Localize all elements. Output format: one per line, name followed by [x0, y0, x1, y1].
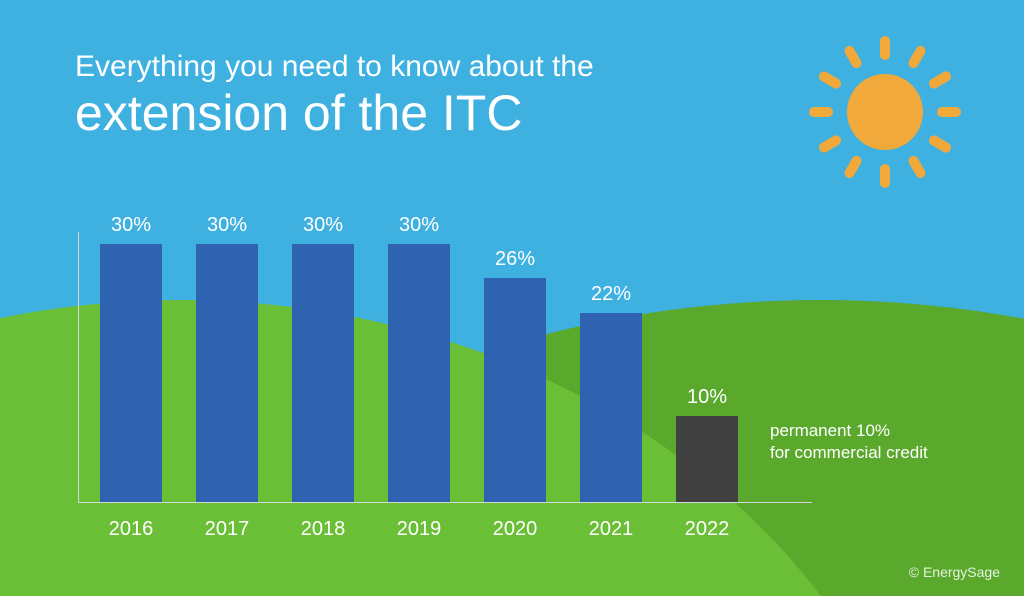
infographic-canvas: Everything you need to know about the ex…: [0, 0, 1024, 596]
chart-y-axis: [78, 232, 79, 502]
sun-ray: [937, 107, 961, 117]
bar-2018: [292, 244, 354, 502]
x-axis-label: 2022: [659, 518, 755, 541]
note-line-2: for commercial credit: [770, 442, 928, 464]
bar-value-label: 30%: [371, 214, 467, 237]
attribution: © EnergySage: [909, 564, 1000, 580]
bar-value-label: 30%: [179, 214, 275, 237]
sun-ray: [843, 155, 864, 181]
bar-value-label: 30%: [275, 214, 371, 237]
bar-2022: [676, 416, 738, 502]
bar-2020: [484, 278, 546, 502]
sun-ray: [928, 134, 954, 155]
x-axis-label: 2016: [83, 518, 179, 541]
x-axis-label: 2020: [467, 518, 563, 541]
bar-2019: [388, 244, 450, 502]
sun-ray: [880, 36, 890, 60]
bar-2016: [100, 244, 162, 502]
bar-2021: [580, 313, 642, 502]
bar-2017: [196, 244, 258, 502]
sun-ray: [809, 107, 833, 117]
x-axis-label: 2017: [179, 518, 275, 541]
sun-core: [847, 74, 923, 150]
sun-ray: [907, 155, 928, 181]
sun-icon: [785, 12, 985, 212]
x-axis-label: 2019: [371, 518, 467, 541]
note-line-1: permanent 10%: [770, 420, 928, 442]
sun-ray: [907, 44, 928, 70]
bar-value-label: 26%: [467, 248, 563, 271]
bar-value-label: 30%: [83, 214, 179, 237]
permanent-credit-note: permanent 10% for commercial credit: [770, 420, 928, 464]
x-axis-label: 2021: [563, 518, 659, 541]
sun-ray: [817, 134, 843, 155]
bar-value-label: 22%: [563, 283, 659, 306]
sun-ray: [817, 70, 843, 91]
sun-ray: [880, 164, 890, 188]
title-main: extension of the ITC: [75, 84, 594, 142]
sun-ray: [843, 44, 864, 70]
itc-bar-chart: 30%30%30%30%26%22%10% 201620172018201920…: [78, 232, 812, 552]
title-block: Everything you need to know about the ex…: [75, 50, 594, 142]
bar-value-label: 10%: [659, 386, 755, 409]
title-subhead: Everything you need to know about the: [75, 50, 594, 84]
x-axis-label: 2018: [275, 518, 371, 541]
sun-ray: [928, 70, 954, 91]
chart-baseline: [78, 502, 812, 503]
